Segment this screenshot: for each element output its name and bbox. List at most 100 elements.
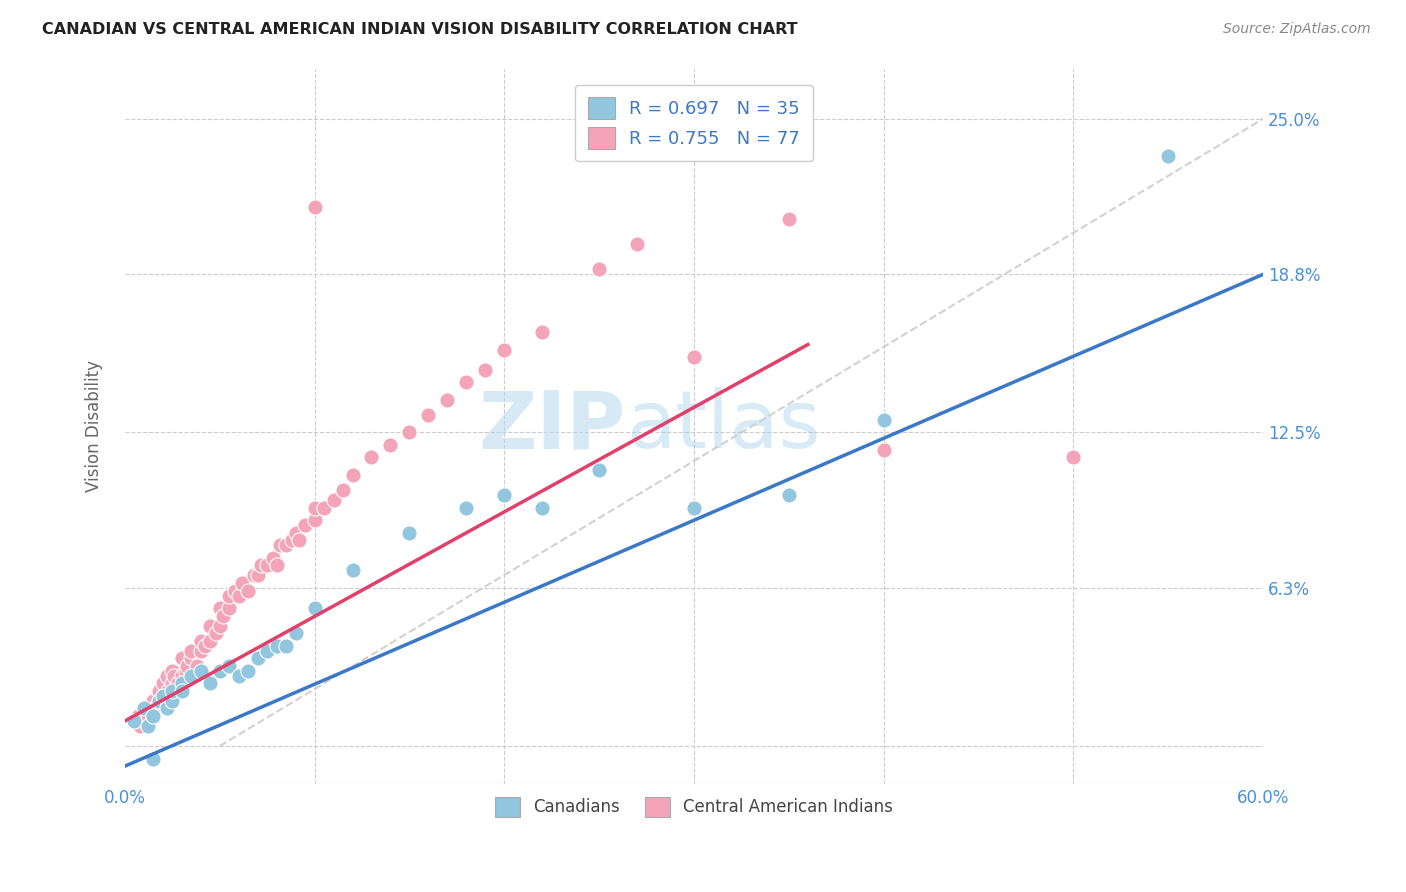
Point <box>342 563 364 577</box>
Point <box>180 669 202 683</box>
Point <box>436 392 458 407</box>
Point <box>256 558 278 573</box>
Point <box>494 488 516 502</box>
Point <box>152 689 174 703</box>
Point <box>683 500 706 515</box>
Point <box>474 362 496 376</box>
Point <box>200 633 222 648</box>
Point <box>281 533 304 548</box>
Point <box>531 500 554 515</box>
Point <box>136 709 159 723</box>
Point <box>1063 450 1085 465</box>
Point <box>157 684 180 698</box>
Point <box>236 664 259 678</box>
Point <box>274 639 297 653</box>
Point <box>626 237 648 252</box>
Point <box>190 664 212 678</box>
Point <box>129 719 152 733</box>
Point <box>132 714 155 728</box>
Point <box>148 694 170 708</box>
Point <box>124 714 146 728</box>
Point <box>200 676 222 690</box>
Legend: Canadians, Central American Indians: Canadians, Central American Indians <box>486 789 901 825</box>
Point <box>142 751 165 765</box>
Point <box>398 425 420 440</box>
Point <box>494 343 516 357</box>
Point <box>284 525 307 540</box>
Y-axis label: Vision Disability: Vision Disability <box>86 360 103 492</box>
Point <box>312 500 335 515</box>
Point <box>266 558 288 573</box>
Text: atlas: atlas <box>626 387 820 465</box>
Point <box>170 684 193 698</box>
Point <box>132 701 155 715</box>
Point <box>380 438 402 452</box>
Point <box>162 694 184 708</box>
Point <box>236 583 259 598</box>
Point <box>127 709 149 723</box>
Point <box>142 694 165 708</box>
Point <box>274 538 297 552</box>
Point <box>155 669 177 683</box>
Point <box>148 684 170 698</box>
Point <box>142 709 165 723</box>
Point <box>873 413 896 427</box>
Text: CANADIAN VS CENTRAL AMERICAN INDIAN VISION DISABILITY CORRELATION CHART: CANADIAN VS CENTRAL AMERICAN INDIAN VISI… <box>42 22 797 37</box>
Point <box>162 676 184 690</box>
Point <box>531 325 554 339</box>
Point <box>224 583 246 598</box>
Point <box>1157 149 1180 163</box>
Point <box>142 709 165 723</box>
Point <box>218 589 240 603</box>
Point <box>456 375 478 389</box>
Point <box>170 676 193 690</box>
Point <box>218 658 240 673</box>
Point <box>266 639 288 653</box>
Point <box>284 626 307 640</box>
Point <box>250 558 273 573</box>
Point <box>294 518 316 533</box>
Point <box>205 626 228 640</box>
Point <box>243 568 266 582</box>
Point <box>398 525 420 540</box>
Point <box>162 684 184 698</box>
Point <box>155 701 177 715</box>
Point <box>163 669 186 683</box>
Point <box>228 669 250 683</box>
Point <box>143 701 166 715</box>
Point <box>288 533 311 548</box>
Point <box>138 701 160 715</box>
Point <box>228 589 250 603</box>
Point <box>152 694 174 708</box>
Point <box>208 664 231 678</box>
Point <box>269 538 291 552</box>
Point <box>136 719 159 733</box>
Point <box>167 676 190 690</box>
Point <box>193 639 215 653</box>
Text: ZIP: ZIP <box>478 387 626 465</box>
Point <box>456 500 478 515</box>
Point <box>174 664 197 678</box>
Point <box>588 463 610 477</box>
Point <box>186 658 208 673</box>
Point <box>162 664 184 678</box>
Point <box>190 644 212 658</box>
Point <box>342 468 364 483</box>
Point <box>152 676 174 690</box>
Point <box>148 694 170 708</box>
Point <box>683 350 706 364</box>
Point <box>304 500 326 515</box>
Point <box>304 513 326 527</box>
Point <box>170 669 193 683</box>
Point <box>208 618 231 632</box>
Point <box>778 212 800 227</box>
Point <box>778 488 800 502</box>
Point <box>322 493 344 508</box>
Point <box>132 701 155 715</box>
Point <box>176 658 198 673</box>
Point <box>246 651 269 665</box>
Point <box>208 601 231 615</box>
Text: Source: ZipAtlas.com: Source: ZipAtlas.com <box>1223 22 1371 37</box>
Point <box>304 601 326 615</box>
Point <box>873 442 896 457</box>
